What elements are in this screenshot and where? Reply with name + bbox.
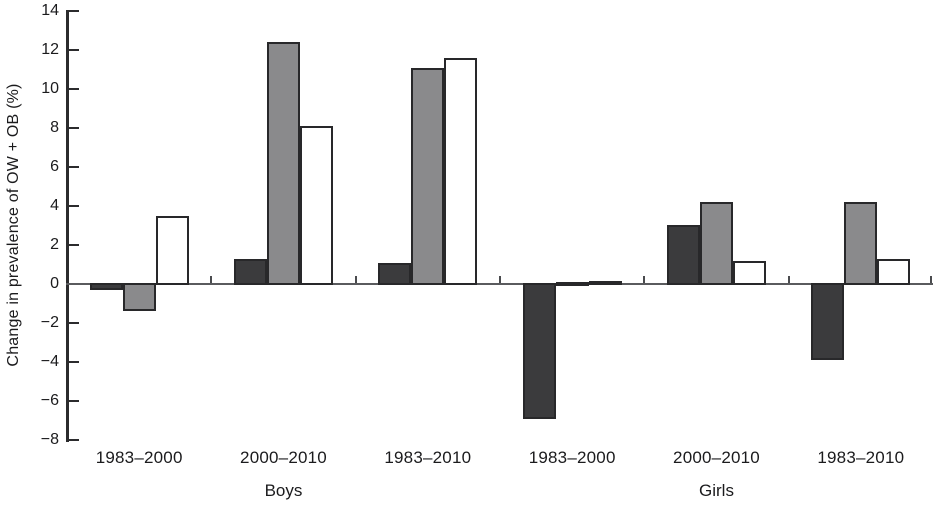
y-axis-tick xyxy=(68,322,79,324)
bar-dark-bar-2 xyxy=(378,263,411,285)
bar-gray-bar-0 xyxy=(123,283,156,311)
y-axis-tick xyxy=(68,166,79,168)
y-axis-tick-label: −4 xyxy=(40,353,59,370)
bar-gray-bar-3 xyxy=(556,282,589,286)
bar-gray-bar-4 xyxy=(700,202,733,285)
bar-white-bar-2 xyxy=(444,58,477,285)
y-axis-tick-label: 8 xyxy=(50,119,59,136)
bar-white-bar-0 xyxy=(156,216,189,285)
x-category-label: 1983–2000 xyxy=(528,448,616,467)
y-axis-tick-label: −8 xyxy=(40,431,59,448)
y-axis-tick-label: 12 xyxy=(41,41,59,58)
bar-dark-bar-1 xyxy=(234,259,267,285)
x-category-label: 1983–2010 xyxy=(817,448,905,467)
y-axis-tick xyxy=(68,205,79,207)
y-axis-tick xyxy=(68,244,79,246)
bar-gray-bar-1 xyxy=(267,42,300,285)
y-axis-tick-label: 2 xyxy=(50,236,59,253)
x-axis-tick xyxy=(643,276,646,283)
y-axis-tick-label: 4 xyxy=(50,197,59,214)
y-axis-tick xyxy=(68,127,79,129)
bar-white-bar-3 xyxy=(589,281,622,285)
y-axis-tick-label: 6 xyxy=(50,158,59,175)
x-category-label: 2000–2010 xyxy=(673,448,760,467)
y-axis-tick-label: 0 xyxy=(50,275,59,292)
x-axis-baseline xyxy=(66,283,933,285)
x-axis-tick xyxy=(930,276,932,283)
x-axis-tick xyxy=(354,276,357,283)
x-category-label: 1983–2010 xyxy=(384,448,472,467)
bar-white-bar-1 xyxy=(300,126,333,285)
bar-dark-bar-0 xyxy=(90,283,123,290)
bar-white-bar-4 xyxy=(733,261,766,285)
bar-white-bar-5 xyxy=(877,259,910,285)
y-axis-tick xyxy=(68,10,79,12)
x-category-label: 2000–2010 xyxy=(240,448,327,467)
y-axis-tick xyxy=(68,400,79,402)
section-label-boys: Boys xyxy=(264,481,303,500)
section-label-girls: Girls xyxy=(699,481,734,500)
y-axis-tick-label: −2 xyxy=(40,314,59,331)
y-axis-tick-label: 10 xyxy=(41,80,59,97)
x-axis-tick xyxy=(787,276,790,283)
y-axis-tick xyxy=(68,361,79,363)
y-axis-tick xyxy=(68,49,79,51)
bar-dark-bar-5 xyxy=(811,283,844,360)
y-axis-tick xyxy=(68,439,79,441)
bar-gray-bar-5 xyxy=(844,202,877,285)
y-axis-tick-label: 14 xyxy=(41,2,59,19)
y-axis-tick xyxy=(68,88,79,90)
x-axis-tick xyxy=(499,276,501,283)
y-axis-spine xyxy=(66,10,69,442)
bar-dark-bar-4 xyxy=(667,225,700,285)
y-axis-tick-label: −6 xyxy=(40,392,59,409)
x-category-label: 1983–2000 xyxy=(95,448,183,467)
bar-dark-bar-3 xyxy=(523,283,556,419)
x-axis-tick xyxy=(210,276,213,283)
bar-gray-bar-2 xyxy=(411,68,444,285)
